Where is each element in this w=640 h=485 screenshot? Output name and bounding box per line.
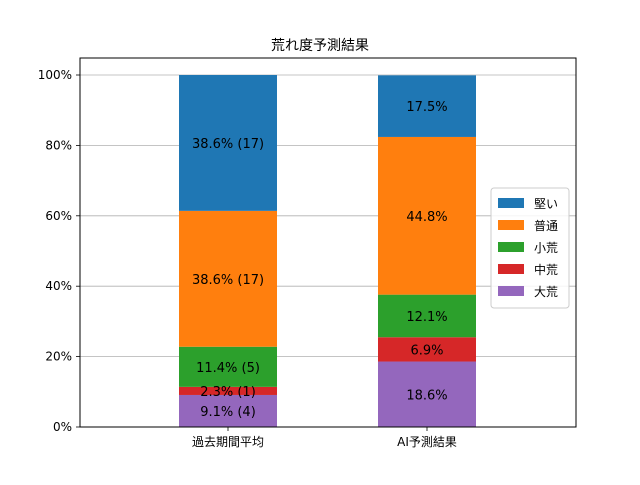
bar-segment [378, 337, 476, 362]
y-tick-label: 0% [53, 420, 72, 434]
legend-label: 大荒 [534, 285, 558, 299]
legend-label: 小荒 [534, 241, 558, 255]
bar-segment [179, 346, 277, 387]
data-label: 2.3% (1) [200, 385, 256, 400]
bar-segment [179, 394, 277, 427]
legend-label: 堅い [534, 197, 558, 211]
legend-swatch [498, 198, 524, 208]
bar-segment [179, 210, 277, 347]
data-label: 44.8% [406, 210, 447, 225]
bar-segment [378, 136, 476, 295]
y-tick-label: 60% [45, 209, 72, 223]
y-tick-label: 40% [45, 279, 72, 293]
y-tick-label: 80% [45, 138, 72, 152]
x-tick-label: 過去期間平均 [192, 435, 264, 449]
data-label: 12.1% [406, 310, 447, 325]
bar-segment [378, 361, 476, 427]
plot-frame [79, 57, 577, 428]
data-label: 18.6% [406, 388, 447, 403]
data-label: 6.9% [410, 343, 443, 358]
legend-box [490, 187, 570, 309]
data-labels-layer: 9.1% (4) 2.3% (1) 11.4% (5) 38.6% (17) 38.6%… [192, 100, 448, 420]
legend-swatch [498, 242, 524, 252]
bar-segment [378, 294, 476, 338]
data-label: 38.6% (17) [192, 273, 264, 288]
x-tick-label: AI予測結果 [397, 435, 457, 449]
data-label: 17.5% [406, 100, 447, 115]
y-tick-label: 20% [45, 350, 72, 364]
bars-layer [179, 75, 476, 427]
legend-label: 中荒 [534, 262, 558, 277]
chart-title: 荒れ度予測結果 [271, 38, 369, 54]
legend-swatch [498, 286, 524, 296]
axis-layer: 0% 20% 40% 60% 80% 100% 過去期間平均 AI予測結果 [38, 68, 457, 449]
bar-segment [179, 386, 277, 395]
legend-swatch [498, 220, 524, 230]
bar-segment [378, 75, 476, 137]
legend-swatch [498, 264, 524, 274]
legend-label: 普通 [534, 219, 558, 233]
y-tick-label: 100% [38, 68, 72, 82]
data-label: 11.4% (5) [196, 361, 260, 376]
bar-segment [179, 75, 277, 211]
data-label: 9.1% (4) [200, 405, 256, 420]
data-label: 38.6% (17) [192, 137, 264, 152]
